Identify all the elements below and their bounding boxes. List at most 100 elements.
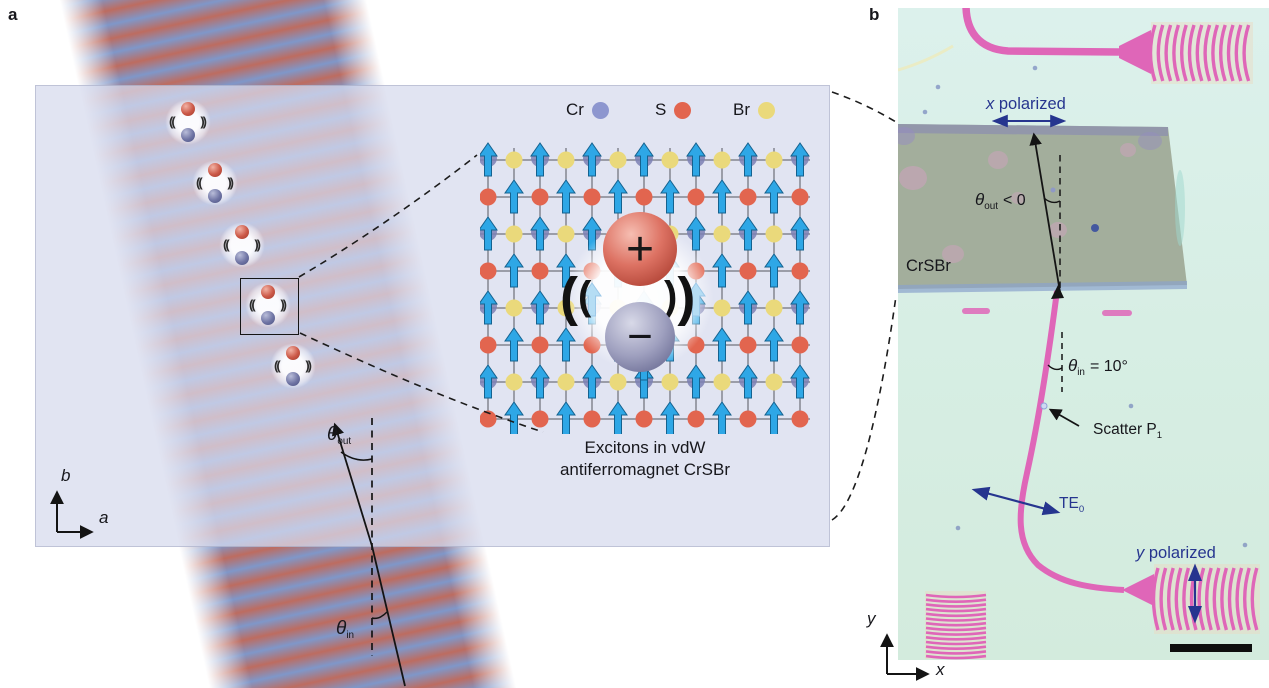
oscillation-parens: ((	[249, 297, 256, 312]
incident-beam-arrowhead	[1051, 285, 1064, 299]
s-atom	[480, 410, 497, 428]
electron-sphere	[181, 128, 195, 142]
panel-connector-top	[831, 91, 897, 123]
br-atom	[505, 151, 523, 169]
micrograph-background	[898, 8, 1269, 660]
theta-in-label: θin	[336, 618, 355, 642]
s-atom	[480, 336, 497, 354]
debris-dots	[922, 65, 1248, 548]
s-atom	[687, 410, 705, 428]
spin-arrow-icon	[764, 401, 784, 434]
spin-arrow-icon	[712, 179, 732, 214]
hole-sphere	[286, 346, 300, 360]
spin-arrow-icon	[504, 253, 524, 288]
spin-arrow-icon	[582, 282, 602, 317]
electron-sphere	[286, 372, 300, 386]
grating-coupler-bottom-right	[1151, 567, 1259, 631]
exciton: (())	[245, 282, 291, 328]
legend-label-s: S	[655, 100, 667, 119]
spin-arrow-icon	[634, 142, 654, 177]
optical-micrograph	[898, 8, 1269, 660]
spin-arrow-icon	[660, 401, 680, 434]
spin-arrow-icon	[764, 179, 784, 214]
br-atom	[765, 373, 783, 391]
panel-a-label: a	[8, 5, 18, 24]
spin-arrow-icon	[790, 142, 810, 177]
panel-connector-bottom	[831, 295, 897, 521]
inset-caption: Excitons in vdW antiferromagnet CrSBr	[500, 437, 790, 480]
s-atom	[583, 410, 601, 428]
spin-arrow-icon	[686, 142, 706, 177]
spin-arrow-icon	[764, 253, 784, 288]
br-atom	[557, 373, 575, 391]
alignment-mark	[1102, 310, 1132, 316]
crystal-axis-a-label: a	[99, 508, 109, 527]
hole-sphere	[181, 102, 195, 116]
theta-in-arc	[1047, 364, 1063, 371]
s-atom	[480, 188, 497, 206]
exciton: (())	[219, 222, 265, 268]
bottom-right-grating-taper	[1122, 574, 1154, 606]
s-atom	[791, 188, 809, 206]
theta-in-eq-label: θin = 10°	[1068, 356, 1128, 379]
spin-arrow-icon	[504, 179, 524, 214]
exciton: (())	[165, 99, 211, 145]
flake-name-label: CrSBr	[906, 257, 951, 275]
electron-sphere	[261, 311, 275, 325]
sample-axis-y-label: y	[867, 609, 876, 628]
s-atom	[531, 188, 549, 206]
hole-sphere	[235, 225, 249, 239]
caption-line-1: Excitons in vdW	[584, 438, 706, 457]
oscillation-parens: ))	[200, 114, 207, 129]
oscillation-parens-left: ((	[560, 267, 592, 327]
spin-arrow-icon	[738, 364, 758, 399]
br-atom-dot-icon	[758, 101, 775, 119]
s-atom	[739, 262, 757, 280]
s-atom	[687, 188, 705, 206]
br-atom	[765, 225, 783, 243]
s-atom	[739, 410, 757, 428]
spin-arrow-icon	[608, 401, 628, 434]
spin-arrow-icon	[790, 290, 810, 325]
theta-out-arc	[1043, 197, 1061, 204]
faint-residue	[898, 44, 954, 72]
br-atom	[713, 373, 731, 391]
spin-arrow-icon	[480, 142, 498, 177]
electron-charge-sphere: −	[605, 302, 675, 372]
crystal-axis-b-label: b	[61, 466, 71, 485]
oscillation-parens: ))	[254, 237, 261, 252]
minus-sign: −	[627, 312, 653, 361]
oscillation-parens: ))	[305, 358, 312, 373]
spin-arrow-icon	[530, 216, 550, 251]
alignment-mark	[962, 308, 990, 314]
hole-sphere	[208, 163, 222, 177]
s-atom	[635, 410, 653, 428]
legend-label-cr: Cr	[566, 100, 584, 119]
s-atom	[791, 410, 809, 428]
br-atom	[609, 151, 627, 169]
plus-sign: +	[625, 222, 655, 276]
electron-sphere	[235, 251, 249, 265]
s-atom	[531, 410, 549, 428]
hole-charge-sphere: +	[603, 212, 677, 286]
caption-line-2: antiferromagnet CrSBr	[559, 459, 731, 479]
spin-arrow-icon	[764, 327, 784, 362]
exciton-glow	[538, 195, 742, 399]
lattice-inset	[480, 142, 810, 434]
s-atom-dot-icon	[674, 101, 692, 119]
br-atom	[505, 373, 523, 391]
scale-bar	[1170, 644, 1252, 652]
br-atom	[713, 151, 731, 169]
s-atom	[739, 336, 757, 354]
spin-arrow-icon	[738, 216, 758, 251]
refracted-beam-arrow	[1029, 132, 1061, 293]
panel-b-label: b	[869, 5, 880, 24]
crsbr-flake	[898, 124, 1187, 293]
legend-item-cr: Cr	[566, 100, 609, 120]
legend-item-br: Br	[733, 100, 775, 120]
spin-arrow-icon	[504, 401, 524, 434]
spin-arrow-icon	[556, 179, 576, 214]
grating-coupler-top-right	[1148, 24, 1251, 82]
spin-arrow-icon	[480, 216, 498, 251]
